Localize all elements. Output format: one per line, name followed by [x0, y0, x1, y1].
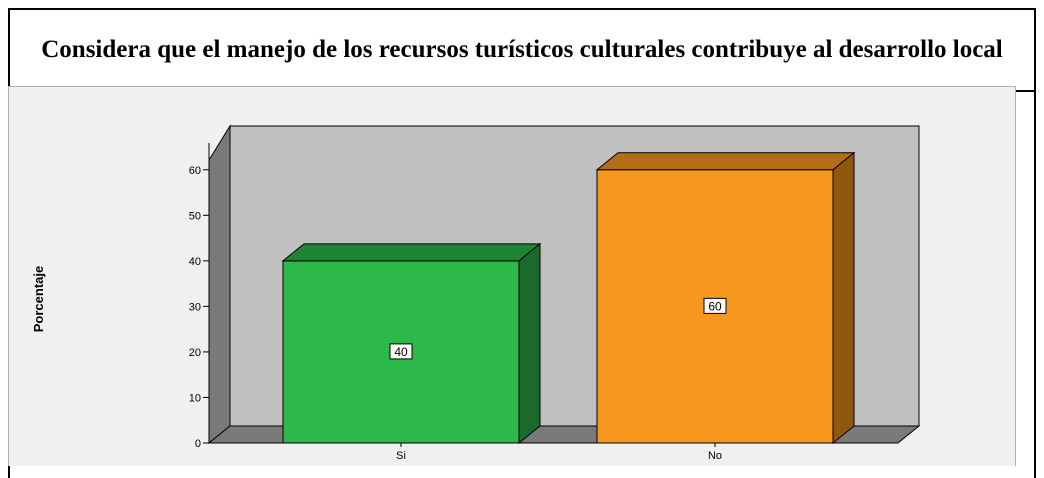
bar-chart: 0 10 20 30 40 50 60 40 Si 60 No Porcentaje [31, 124, 921, 462]
bar-no: 60 No [595, 151, 856, 462]
y-tick-label: 10 [189, 392, 201, 404]
bar-si: 40 Si [281, 242, 542, 462]
y-tick-label: 50 [189, 210, 201, 222]
side-wall [208, 124, 231, 445]
bar-top [595, 152, 856, 171]
chart-title: Considera que el manejo de los recursos … [10, 10, 1034, 92]
data-label-box [389, 343, 413, 360]
y-axis: 0 10 20 30 40 50 60 [189, 143, 210, 450]
bar-side [518, 242, 541, 445]
y-axis-title: Porcentaje [31, 266, 46, 332]
x-tick-label: Si [396, 450, 406, 462]
data-label: 60 [708, 299, 722, 313]
data-label: 40 [394, 345, 408, 359]
bar-top [281, 243, 542, 262]
y-tick-label: 40 [189, 256, 201, 268]
x-tick-label: No [708, 450, 722, 462]
y-tick-label: 60 [189, 165, 201, 177]
y-tick-label: 30 [189, 301, 201, 313]
plot-area: 0 10 20 30 40 50 60 40 Si 60 No Porcentaje [8, 86, 1016, 466]
y-tick-label: 0 [195, 438, 201, 450]
y-tick-label: 20 [189, 347, 201, 359]
bars: 40 Si 60 No [281, 151, 856, 462]
bar-side [832, 151, 855, 445]
data-label-box [703, 297, 727, 314]
